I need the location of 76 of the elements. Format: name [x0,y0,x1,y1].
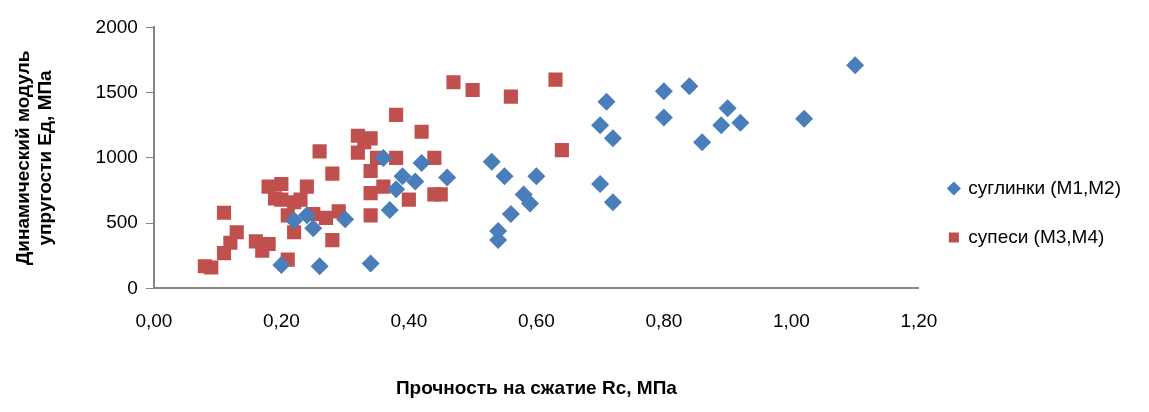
point [446,75,461,90]
point [414,124,429,139]
point [387,180,406,199]
point [274,176,289,192]
point [654,108,673,127]
point [693,133,712,152]
point [603,193,622,212]
point [548,72,563,87]
x-tick-label: 1,20 [900,310,938,332]
point [795,109,814,128]
point [325,233,340,248]
point [363,208,378,223]
point [438,168,457,187]
point [591,116,610,135]
point [325,166,340,181]
point [380,201,399,220]
point [389,107,404,122]
point [718,99,737,118]
point [304,219,323,238]
point [376,179,391,194]
point [591,175,610,193]
point [229,225,244,240]
point [427,150,442,165]
legend-label: суглинки (М1,М2) [968,176,1122,198]
point [412,154,431,173]
point [310,257,329,276]
x-tick-label: 0,00 [135,310,173,332]
point [374,148,393,167]
point [680,77,699,96]
legend-label: супеси (М3,М4) [968,225,1105,247]
point [363,131,378,146]
x-tick-label: 0,60 [517,310,555,332]
point [216,205,232,220]
point [261,236,276,252]
y-tick-label: 500 [106,211,138,233]
point [503,89,518,104]
point [293,192,308,207]
point [597,92,616,111]
point [299,179,314,194]
point [433,187,448,202]
y-axis-title: Динамический модуль упругости Ед, МПа [11,50,56,266]
point [495,167,514,186]
point [389,150,404,165]
point [846,56,865,75]
point [501,205,520,224]
point [272,255,291,274]
point [361,254,380,273]
y-tick-label: 2000 [95,15,138,37]
point [520,194,539,213]
point [603,129,622,148]
point [731,113,750,132]
point [297,206,316,225]
point [363,186,378,201]
x-tick-label: 0,20 [262,310,300,332]
point [336,210,355,229]
point [554,143,569,158]
point [285,211,304,230]
y-tick-label: 1500 [95,80,138,102]
y-tick-label: 0 [127,276,138,298]
x-axis-title: Прочность на сжатие Rc, МПа [395,376,678,398]
point [406,172,425,191]
y-tick-label: 1000 [95,146,138,168]
point [465,82,480,98]
point [363,163,378,179]
point [393,167,412,186]
point [527,167,546,186]
x-tick-label: 0,80 [645,310,683,332]
point [401,192,416,207]
point [204,260,219,275]
point [318,210,334,225]
point [654,82,673,101]
x-tick-label: 0,40 [390,310,428,332]
point [712,116,731,135]
point [312,144,327,159]
point [482,152,501,171]
x-tick-label: 1,00 [772,310,810,332]
